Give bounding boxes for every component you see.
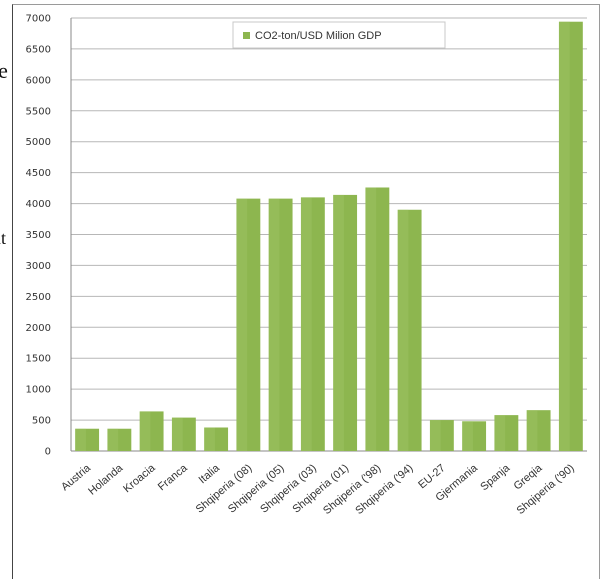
y-tick-label: 5000: [26, 137, 51, 148]
bar: [397, 209, 422, 451]
y-tick-label: 0: [45, 447, 51, 458]
y-tick-label: 6500: [26, 44, 51, 55]
page-text-fragment: nt: [0, 228, 7, 248]
x-tick-label: Shqiperia (05): [226, 462, 287, 516]
y-tick-label: 4500: [26, 168, 51, 179]
bar: [300, 197, 325, 451]
bar: [107, 428, 132, 451]
bar: [462, 421, 487, 451]
bar: [365, 187, 390, 451]
bar-highlight: [204, 427, 215, 451]
y-tick-label: 500: [32, 416, 51, 427]
legend-label: CO2-ton/USD Milion GDP: [255, 30, 382, 42]
y-tick-label: 3000: [26, 261, 51, 272]
y-tick-label: 4000: [26, 199, 51, 210]
bar: [75, 428, 100, 451]
x-tick-label: Spanja: [478, 462, 513, 494]
bar-highlight: [75, 428, 86, 451]
bar: [526, 410, 551, 451]
bar-highlight: [526, 410, 538, 451]
bar: [494, 415, 519, 451]
cropped-page-text: e je e nt: [0, 0, 12, 582]
chart-frame: 0 500 1000 1500 2000 2500 3000 3500 4000 4500 5000…: [12, 4, 600, 579]
y-tick-label: 2500: [26, 292, 51, 303]
page-text-fragment: je: [0, 58, 8, 83]
bar: [268, 198, 293, 451]
bar: [204, 427, 229, 451]
y-tick-label: 5500: [26, 106, 51, 117]
bar: [139, 411, 164, 451]
x-tick-label: Kroacia: [121, 462, 158, 496]
bar-highlight: [300, 197, 312, 451]
bar-highlight: [333, 194, 344, 451]
bar: [429, 420, 454, 451]
x-tick-label: Italia: [197, 462, 223, 487]
bar: [236, 198, 261, 451]
bar-highlight: [236, 198, 248, 451]
y-axis-ticks: 0 500 1000 1500 2000 2500 3000 3500 4000 4500 5000…: [26, 14, 51, 458]
bar-highlight: [107, 428, 119, 451]
x-tick-label: Holanda: [86, 462, 126, 498]
bar-highlight: [558, 21, 570, 452]
bar-highlight: [397, 209, 409, 451]
x-tick-label: Franca: [156, 462, 191, 494]
bars: [75, 21, 583, 452]
bar-chart: 0 500 1000 1500 2000 2500 3000 3500 4000 4500 5000…: [26, 14, 587, 518]
page-background: [0, 0, 12, 582]
gridlines: [71, 17, 587, 452]
y-tick-label: 1000: [26, 385, 51, 396]
y-tick-label: 1500: [26, 354, 51, 365]
y-tick-label: 3500: [26, 230, 51, 241]
legend-box: [232, 21, 446, 49]
bar-highlight: [139, 411, 151, 451]
bar-highlight: [171, 417, 183, 451]
x-tick-label: Shqiperia ('94): [353, 462, 415, 517]
x-tick-label: Shqiperia ('90): [515, 462, 577, 517]
y-tick-label: 2000: [26, 323, 51, 334]
y-tick-label: 6000: [26, 75, 51, 86]
bar: [333, 194, 358, 451]
bar-highlight: [494, 415, 506, 451]
y-tick-label: 7000: [26, 14, 51, 25]
bar-highlight: [268, 198, 280, 451]
x-tick-label: Shqiperia (08): [194, 462, 255, 516]
bar-highlight: [365, 187, 377, 451]
bar-highlight: [429, 420, 441, 451]
bar: [558, 21, 583, 452]
bar-highlight: [462, 421, 473, 451]
legend: CO2-ton/USD Milion GDP: [232, 21, 446, 49]
legend-swatch: [243, 32, 250, 39]
bar: [171, 417, 196, 451]
x-tick-label: Shqiperia (03): [258, 462, 319, 516]
